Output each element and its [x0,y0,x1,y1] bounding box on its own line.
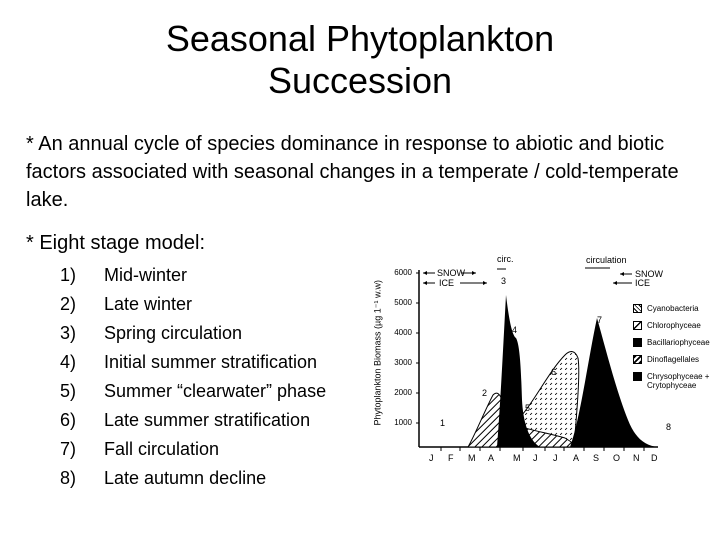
x-tick-month: M [513,453,521,463]
y-tick: 6000 [394,268,412,277]
legend-label: Dinoflagellales [647,355,700,364]
stage-label: Late winter [104,294,193,314]
stage-item: 3) Spring circulation [60,323,326,352]
stage-marker: 6 [551,367,557,377]
ice-annotation: ICE [439,278,455,288]
stage-number: 5) [60,381,77,401]
x-tick-month: J [553,453,558,463]
stage-number: 1) [60,265,77,285]
stage-item: 5) Summer “clearwater” phase [60,381,326,410]
legend-item: Bacillariophyceae [633,338,713,355]
x-tick-month: F [448,453,454,463]
x-tick-month: N [633,453,640,463]
biomass-chart: Phytoplankton Biomass (µg 1⁻¹ w.w) 1000 … [360,250,720,480]
y-tick: 4000 [394,328,412,337]
snow-annotation: SNOW [437,268,465,278]
x-tick-month: D [651,453,658,463]
model-heading: * Eight stage model: [26,232,205,254]
stage-number: 7) [60,439,77,459]
snow-annotation-right: SNOW [635,269,663,279]
stage-label: Late summer stratification [104,410,311,430]
legend-label: Chrysophyceae + Crytophyceae [647,372,710,390]
legend-item: Chrysophyceae + Crytophyceae [633,372,713,390]
solid-swatch-icon [633,372,642,381]
solid-swatch-icon [633,338,642,347]
spring-circulation-annotation: circ. [497,254,514,264]
legend-item: Cyanobacteria [633,304,713,321]
x-tick-month: S [593,453,600,463]
stage-label: Initial summer stratification [104,352,318,372]
stage-marker: 8 [666,422,672,432]
title-line-1: Seasonal Phytoplankton [165,18,555,59]
x-tick-month: A [573,453,580,463]
stage-marker: 2 [482,388,488,398]
stage-number: 6) [60,410,77,430]
x-tick-month: O [613,453,621,463]
stage-item: 1) Mid-winter [60,265,326,294]
ice-annotation-right: ICE [635,278,651,288]
stage-label: Late autumn decline [104,468,267,488]
stage-label: Summer “clearwater” phase [104,381,327,401]
legend-label: Cyanobacteria [647,304,699,313]
x-tick-month: J [533,453,538,463]
legend-label: Bacillariophyceae [647,338,710,347]
legend-label: Chlorophyceae [647,321,701,330]
stage-marker: 7 [597,315,603,325]
legend-item: Chlorophyceae [633,321,713,338]
x-tick-month: M [468,453,476,463]
stage-item: 7) Fall circulation [60,439,326,468]
dense-hatched-swatch-icon [633,355,642,364]
hatched-swatch-icon [633,321,642,330]
stage-label: Fall circulation [104,439,220,459]
chart-plot [416,267,658,451]
stage-number: 2) [60,294,77,314]
stage-number: 4) [60,352,77,372]
y-tick: 1000 [394,418,412,427]
stage-label: Spring circulation [104,323,243,343]
stage-list: 1) Mid-winter 2) Late winter 3) Spring circ… [60,265,326,497]
stage-item: 2) Late winter [60,294,326,323]
stage-marker: 5 [525,403,531,413]
stage-item: 6) Late summer stratification [60,410,326,439]
stage-item: 8) Late autumn decline [60,468,326,497]
y-tick: 5000 [394,298,412,307]
fall-circulation-annotation: circulation [586,255,627,265]
stage-marker: 4 [512,325,518,335]
dotted-swatch-icon [633,304,642,313]
intro-bullet: * An annual cycle of species dominance i… [26,133,679,211]
slide-title: Seasonal Phytoplankton Succession [0,18,720,102]
chart-legend: Cyanobacteria Chlorophyceae Bacillarioph… [633,304,713,390]
stage-item: 4) Initial summer stratification [60,352,326,381]
title-line-2: Succession [267,60,453,101]
y-tick: 3000 [394,358,412,367]
stage-number: 8) [60,468,77,488]
stage-marker: 1 [440,418,446,428]
stage-marker: 3 [501,276,507,286]
stage-number: 3) [60,323,77,343]
x-tick-month: A [488,453,495,463]
legend-item: Dinoflagellales [633,355,713,372]
x-tick-month: J [429,453,434,463]
y-tick: 2000 [394,388,412,397]
stage-label: Mid-winter [104,265,188,285]
